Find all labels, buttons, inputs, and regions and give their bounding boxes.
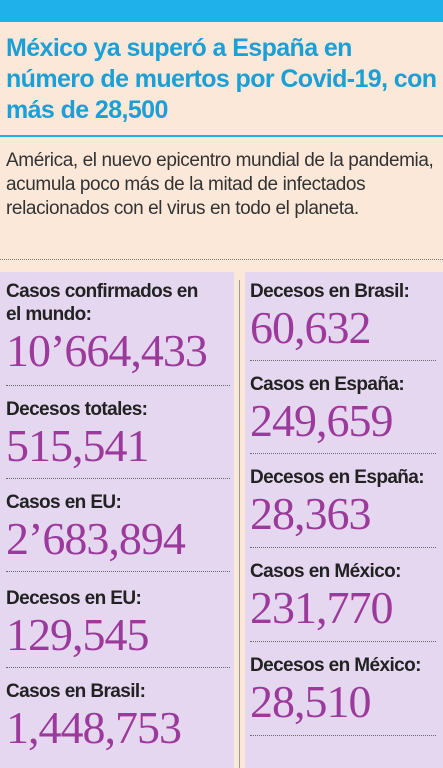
top-accent-bar — [0, 0, 443, 22]
stat-value: 28,510 — [250, 676, 371, 727]
headline: México ya superó a España en número de m… — [6, 34, 437, 124]
stat-separator — [250, 453, 436, 454]
stat-label: Decesos en EU: — [6, 588, 142, 609]
stat-separator — [250, 641, 436, 642]
stat-decesos-eu: Decesos en EU: 129,545 — [6, 587, 149, 660]
stat-casos-eu: Casos en EU: 2’683,894 — [6, 491, 186, 564]
stat-separator — [250, 547, 436, 548]
stat-separator — [250, 735, 436, 736]
stat-value: 129,545 — [6, 609, 149, 660]
stat-casos-mundo: Casos confirmados en el mundo: 10’664,43… — [6, 280, 208, 376]
stat-decesos-mexico: Decesos en México: 28,510 — [250, 654, 421, 727]
stat-casos-mexico: Casos en México: 231,770 — [250, 560, 402, 633]
stat-separator — [6, 571, 230, 572]
column-divider — [239, 280, 240, 768]
stat-label: Decesos totales: — [6, 399, 148, 420]
stat-label: Casos en México: — [250, 561, 402, 582]
stat-label: Casos en Brasil: — [6, 681, 146, 702]
stat-label: Decesos en México: — [250, 655, 421, 676]
stat-value: 60,632 — [250, 302, 372, 353]
stat-label: Casos en EU: — [6, 492, 122, 513]
stat-separator — [6, 667, 230, 668]
stat-value: 28,363 — [250, 488, 372, 539]
stat-value: 515,541 — [6, 420, 149, 471]
stat-casos-espana: Casos en España: 249,659 — [250, 373, 405, 446]
stat-label: Casos en España: — [250, 374, 405, 395]
summary-text: América, el nuevo epicentro mundial de l… — [6, 150, 434, 219]
right-stats-panel — [245, 272, 443, 768]
stat-label: Decesos en España: — [250, 467, 425, 488]
stat-value: 249,659 — [250, 395, 394, 446]
stat-separator — [250, 360, 436, 361]
stat-decesos-brasil: Decesos en Brasil: 60,632 — [250, 280, 410, 353]
left-stats-panel — [0, 272, 234, 768]
stat-decesos-espana: Decesos en España: 28,363 — [250, 466, 425, 539]
stat-value: 231,770 — [250, 582, 393, 633]
stat-separator — [6, 478, 230, 479]
stat-decesos-totales: Decesos totales: 515,541 — [6, 398, 149, 471]
stat-separator — [6, 385, 230, 386]
stat-casos-brasil: Casos en Brasil: 1,448,753 — [6, 680, 182, 753]
stat-label: Decesos en Brasil: — [250, 281, 410, 302]
stat-label: Casos confirmados en el mundo: — [6, 281, 198, 325]
stat-value: 1,448,753 — [6, 702, 182, 753]
stat-value: 10’664,433 — [6, 325, 208, 376]
summary-divider — [0, 259, 443, 260]
stat-value: 2’683,894 — [6, 513, 186, 564]
headline-divider — [0, 135, 443, 137]
